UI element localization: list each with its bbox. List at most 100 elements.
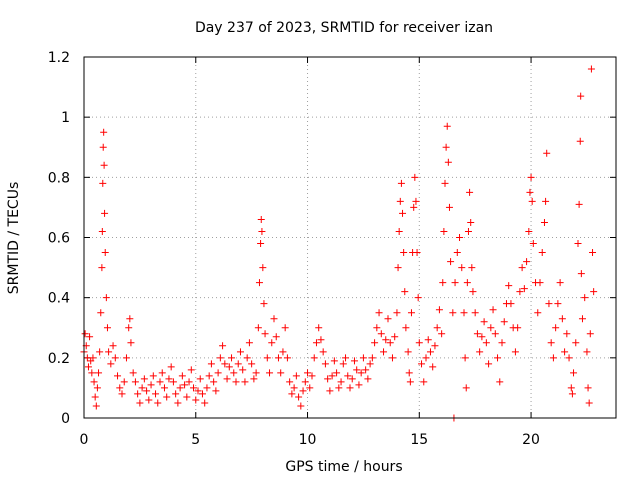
data-point xyxy=(536,279,544,287)
data-point xyxy=(415,339,423,347)
data-point xyxy=(561,348,569,356)
data-point xyxy=(315,324,323,332)
data-point xyxy=(143,387,151,395)
data-point xyxy=(453,249,461,257)
data-point xyxy=(386,339,394,347)
data-point xyxy=(527,173,535,181)
data-point xyxy=(380,348,388,356)
data-point xyxy=(120,378,128,386)
data-point xyxy=(516,288,524,296)
data-point xyxy=(422,354,430,362)
data-point xyxy=(126,315,134,323)
data-point xyxy=(194,387,202,395)
data-point xyxy=(568,390,576,398)
data-point xyxy=(81,330,89,338)
data-point xyxy=(101,249,109,257)
data-point xyxy=(145,396,153,404)
data-point xyxy=(478,333,486,341)
data-point xyxy=(207,360,215,368)
data-point xyxy=(375,309,383,317)
data-point xyxy=(99,143,107,151)
data-point xyxy=(243,354,251,362)
data-point xyxy=(198,390,206,398)
data-point xyxy=(92,402,100,410)
data-points xyxy=(80,65,598,422)
data-point xyxy=(105,348,113,356)
data-point xyxy=(529,240,537,248)
data-point xyxy=(248,360,256,368)
data-point xyxy=(447,258,455,266)
data-point xyxy=(344,372,352,380)
data-point xyxy=(441,179,449,187)
data-point xyxy=(552,324,560,332)
data-point xyxy=(542,197,550,205)
data-point xyxy=(111,354,119,362)
data-point xyxy=(301,378,309,386)
data-point xyxy=(405,369,413,377)
data-point xyxy=(228,354,236,362)
data-point xyxy=(471,309,479,317)
data-point xyxy=(411,173,419,181)
y-tick-label: 0.4 xyxy=(48,291,70,307)
data-point xyxy=(216,354,224,362)
data-point xyxy=(212,387,220,395)
y-tick-label: 0.6 xyxy=(48,231,70,247)
data-point xyxy=(476,348,484,356)
data-point xyxy=(577,92,585,100)
data-point xyxy=(225,363,233,371)
data-point xyxy=(463,279,471,287)
data-point xyxy=(528,197,536,205)
data-point xyxy=(368,354,376,362)
data-point xyxy=(384,315,392,323)
data-point xyxy=(328,372,336,380)
data-point xyxy=(443,122,451,130)
data-point xyxy=(373,324,381,332)
data-point xyxy=(377,330,385,338)
data-point xyxy=(122,354,130,362)
data-point xyxy=(350,357,358,365)
data-point xyxy=(357,369,365,377)
data-point xyxy=(500,318,508,326)
data-point xyxy=(507,300,515,308)
y-tick-label: 1.2 xyxy=(48,50,70,66)
data-point xyxy=(152,390,160,398)
data-point xyxy=(467,218,475,226)
data-point xyxy=(259,264,267,272)
data-point xyxy=(397,179,405,187)
data-point xyxy=(183,393,191,401)
data-point xyxy=(158,369,166,377)
data-point xyxy=(523,258,531,266)
data-point xyxy=(563,330,571,338)
data-point xyxy=(290,384,298,392)
y-tick-label: 1 xyxy=(61,110,70,126)
plot-frame xyxy=(83,56,617,419)
data-point xyxy=(364,375,372,383)
data-point xyxy=(534,309,542,317)
data-point xyxy=(518,264,526,272)
data-point xyxy=(400,249,408,257)
data-point xyxy=(98,227,106,235)
data-point xyxy=(549,354,557,362)
data-point xyxy=(281,324,289,332)
data-point xyxy=(210,378,218,386)
data-point xyxy=(185,378,193,386)
x-tick-label: 10 xyxy=(299,432,317,448)
data-point xyxy=(86,333,94,341)
data-point xyxy=(348,375,356,383)
data-point xyxy=(263,354,271,362)
data-point xyxy=(394,264,402,272)
data-point xyxy=(324,375,332,383)
data-point xyxy=(399,209,407,217)
data-point xyxy=(388,354,396,362)
data-point xyxy=(258,227,266,235)
data-point xyxy=(371,339,379,347)
data-point xyxy=(91,393,99,401)
data-point xyxy=(489,306,497,314)
data-point xyxy=(127,339,135,347)
data-point xyxy=(342,354,350,362)
data-point xyxy=(310,354,318,362)
data-point xyxy=(317,336,325,344)
data-point xyxy=(165,375,173,383)
data-point xyxy=(543,149,551,157)
